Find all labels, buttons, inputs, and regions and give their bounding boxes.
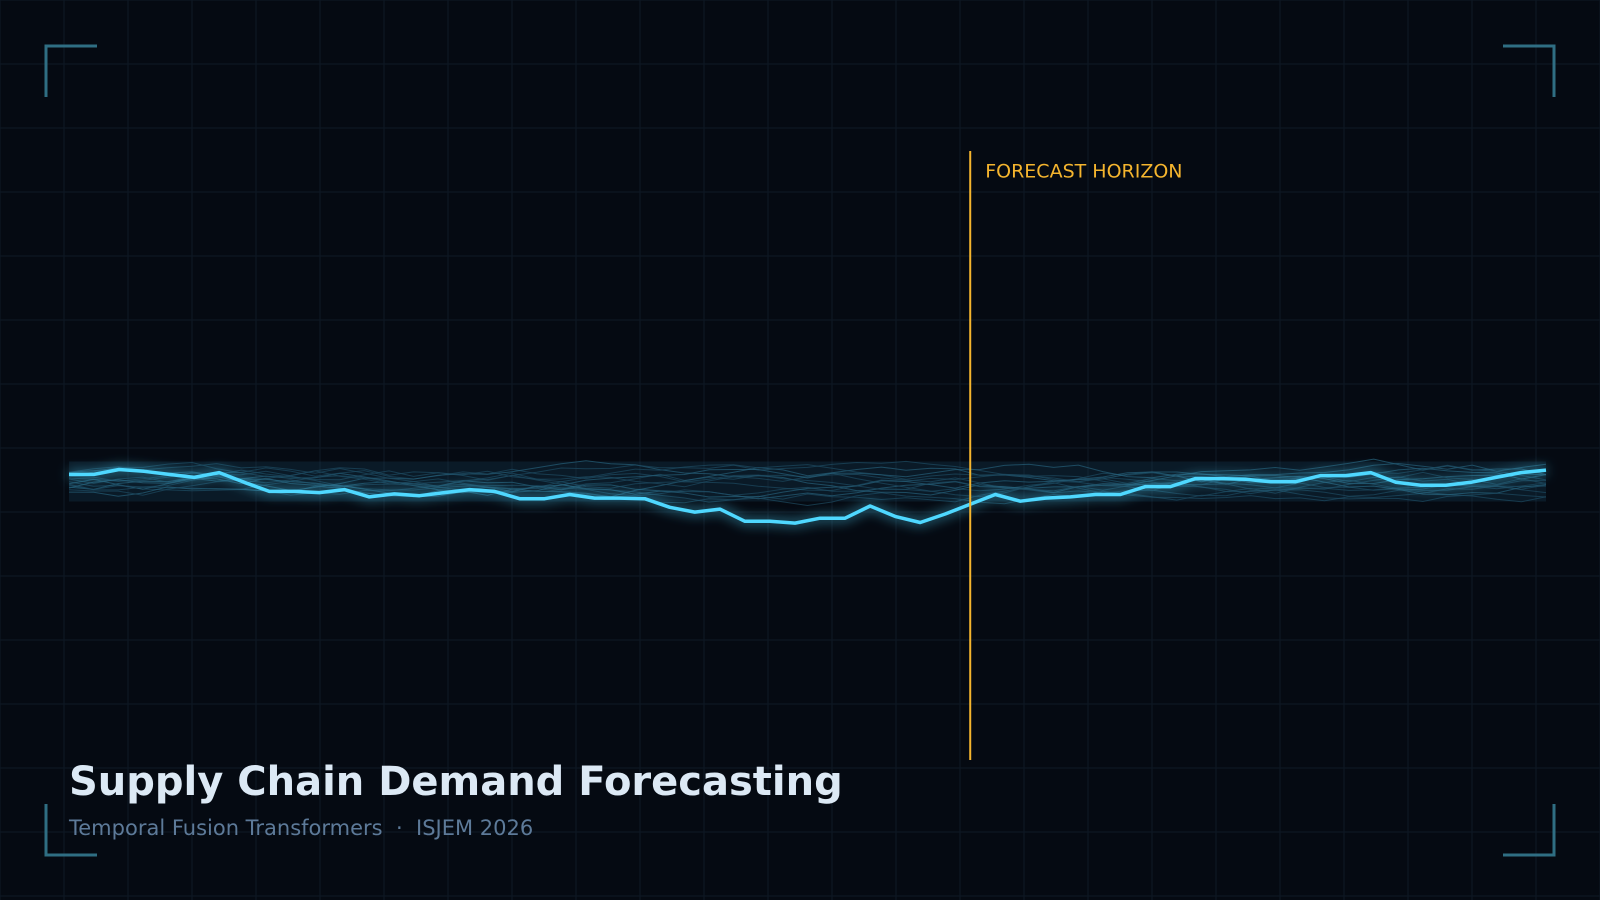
background-trace <box>68 463 1547 492</box>
background-trace <box>68 461 1547 507</box>
background-trace <box>68 471 1547 498</box>
corner-bracket <box>1503 44 1556 97</box>
background-trace <box>68 467 1547 500</box>
corner-brackets <box>44 44 1556 857</box>
background-trace <box>68 464 1547 496</box>
corner-bracket <box>1503 804 1556 857</box>
background-trace <box>68 458 1547 496</box>
forecast-label: FORECAST HORIZON <box>985 161 1182 183</box>
background-trace <box>68 469 1547 501</box>
background-trace <box>68 467 1547 503</box>
corner-bracket <box>44 804 97 857</box>
plot: FORECAST HORIZON <box>69 151 1547 760</box>
background-traces <box>68 458 1547 507</box>
background-trace <box>68 460 1547 494</box>
chart-subtitle: Temporal Fusion Transformers · ISJEM 202… <box>68 816 533 840</box>
chart-title: Supply Chain Demand Forecasting <box>69 759 843 805</box>
background-trace <box>68 462 1547 498</box>
trace-haze <box>69 461 1546 502</box>
series-line <box>69 467 1547 525</box>
corner-bracket <box>44 44 97 97</box>
